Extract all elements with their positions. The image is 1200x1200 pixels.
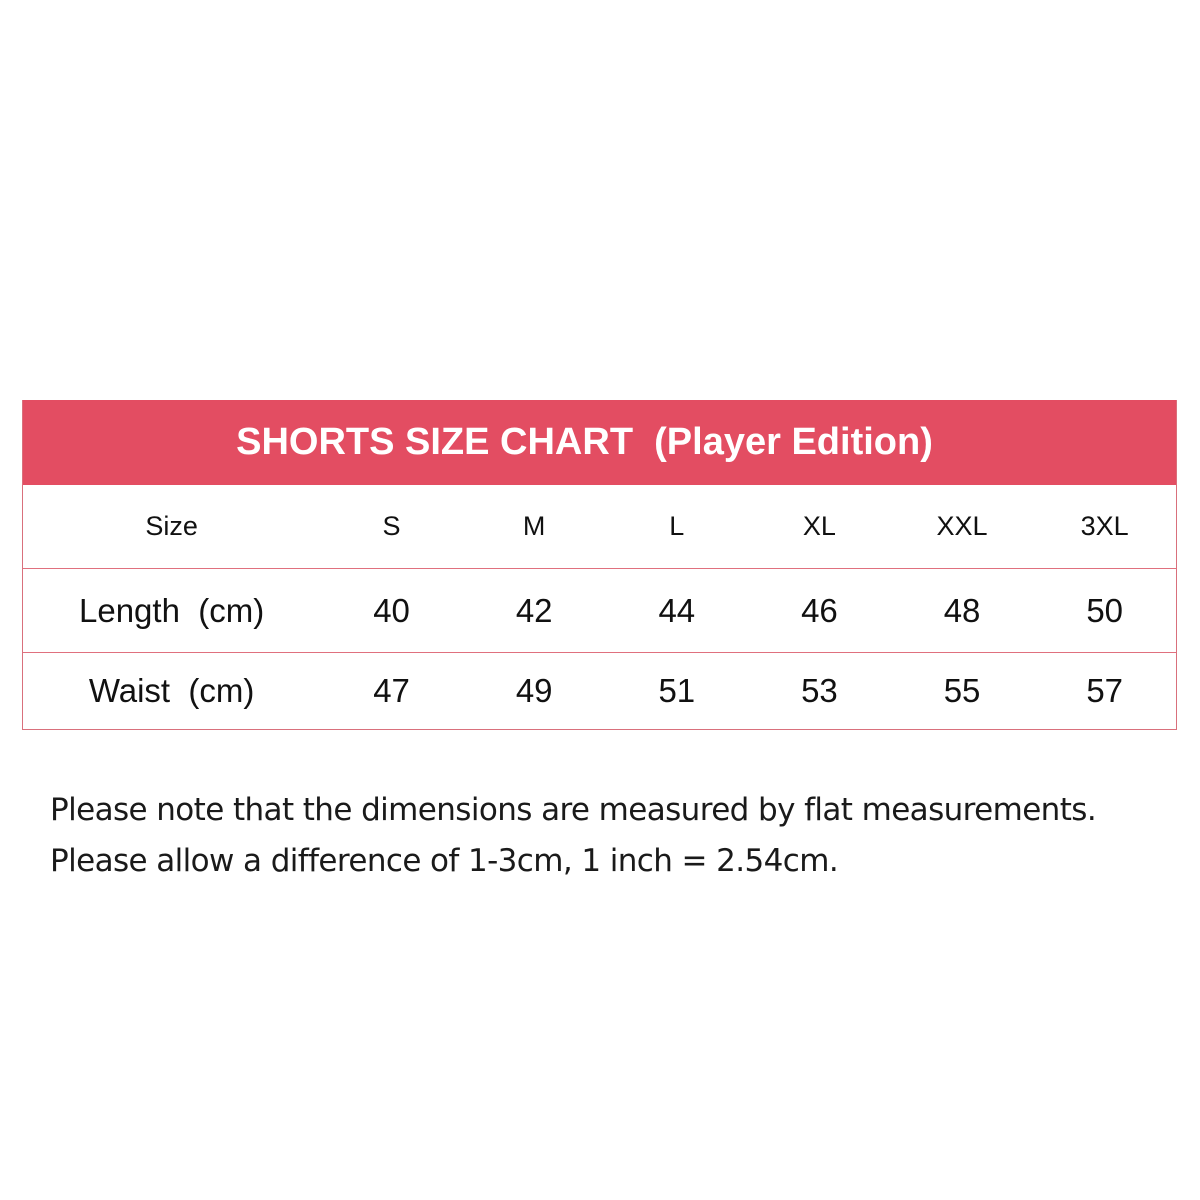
row-label: Length (cm)	[78, 591, 265, 629]
value-cell: 51	[658, 672, 696, 709]
size-cell: S	[382, 511, 401, 541]
size-cell: XXL	[936, 511, 988, 541]
size-chart-table: SHORTS SIZE CHART (Player Edition) Size …	[22, 400, 1177, 730]
value-cell: 57	[1086, 672, 1124, 709]
waist-row: Waist (cm) 47 49 51 53 55 57	[23, 653, 1176, 729]
value-cell: 50	[1086, 591, 1124, 629]
value-cell: 53	[801, 672, 838, 709]
value-cell: 47	[373, 672, 410, 709]
size-header-row: Size S M L XL XXL 3XL	[23, 485, 1176, 569]
value-cell: 48	[943, 591, 981, 629]
value-cell: 55	[943, 672, 981, 709]
length-row: Length (cm) 40 42 44 46 48 50	[23, 569, 1176, 653]
value-cell: 46	[801, 591, 838, 629]
value-cell: 40	[373, 591, 410, 629]
value-cell: 49	[515, 672, 553, 709]
value-cell: 42	[515, 591, 553, 629]
value-cell: 44	[658, 591, 696, 629]
size-cell: L	[669, 511, 685, 541]
size-cell: XL	[802, 511, 836, 541]
size-cell: 3XL	[1080, 511, 1129, 541]
size-cell: M	[522, 511, 546, 541]
row-label: Waist (cm)	[88, 672, 255, 709]
tolerance-note: Please allow a difference of 1-3cm, 1 in…	[50, 843, 839, 879]
row-label: Size	[145, 511, 198, 541]
chart-title: SHORTS SIZE CHART (Player Edition)	[23, 400, 1176, 485]
measurement-note: Please note that the dimensions are meas…	[50, 792, 1097, 828]
